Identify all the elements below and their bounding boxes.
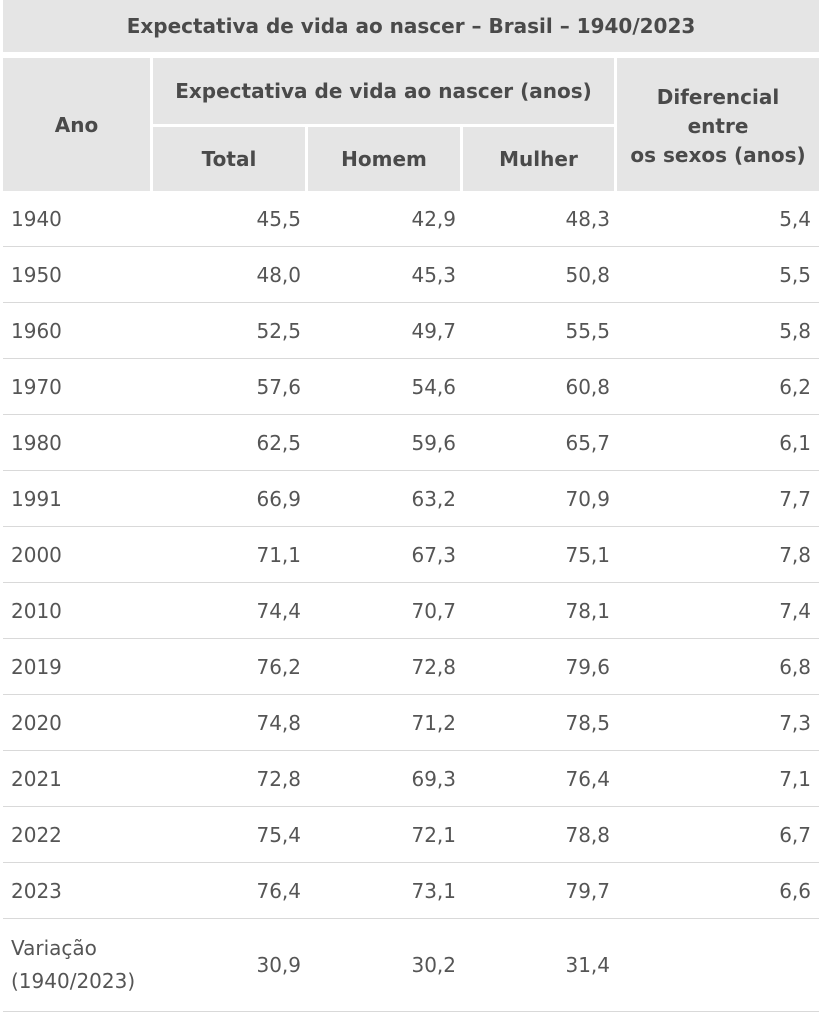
cell-variacao-homem: 30,2 xyxy=(411,953,456,977)
cell-diferencial: 7,1 xyxy=(779,766,811,791)
cell-mulher: 79,7 xyxy=(565,878,610,903)
cell-ano: 2019 xyxy=(11,654,62,679)
table-row-variacao: Variação (1940/2023) 30,9 30,2 31,4 xyxy=(3,919,819,1012)
cell-homem: 71,2 xyxy=(411,710,456,735)
cell-diferencial: 6,2 xyxy=(779,374,811,399)
table-row: 1970 57,6 54,6 60,8 6,2 xyxy=(3,359,819,415)
table-body: 1940 45,5 42,9 48,3 5,4 1950 48,0 45,3 50,8 5,5 19… xyxy=(3,191,819,1012)
cell-diferencial: 6,1 xyxy=(779,430,811,455)
cell-variacao-total: 30,9 xyxy=(256,953,301,977)
cell-ano: 2000 xyxy=(11,542,62,567)
cell-homem: 42,9 xyxy=(411,206,456,231)
header-ano: Ano xyxy=(3,58,150,191)
cell-variacao-label: Variação (1940/2023) xyxy=(11,919,151,1011)
cell-diferencial: 7,7 xyxy=(779,486,811,511)
cell-homem: 73,1 xyxy=(411,878,456,903)
cell-homem: 72,8 xyxy=(411,654,456,679)
variacao-label-line2: (1940/2023) xyxy=(11,969,136,993)
table-row: 1960 52,5 49,7 55,5 5,8 xyxy=(3,303,819,359)
header-group-expectativa: Expectativa de vida ao nascer (anos) xyxy=(153,58,614,124)
cell-total: 66,9 xyxy=(256,486,301,511)
cell-total: 57,6 xyxy=(256,374,301,399)
cell-homem: 69,3 xyxy=(411,766,456,791)
cell-ano: 2022 xyxy=(11,822,62,847)
cell-total: 74,8 xyxy=(256,710,301,735)
cell-mulher: 78,1 xyxy=(565,598,610,623)
cell-diferencial: 6,7 xyxy=(779,822,811,847)
cell-ano: 1940 xyxy=(11,206,62,231)
cell-total: 74,4 xyxy=(256,598,301,623)
cell-mulher: 60,8 xyxy=(565,374,610,399)
cell-homem: 54,6 xyxy=(411,374,456,399)
table-row: 2023 76,4 73,1 79,7 6,6 xyxy=(3,863,819,919)
cell-ano: 2023 xyxy=(11,878,62,903)
header-diferencial-line3: os sexos (anos) xyxy=(630,143,806,167)
cell-total: 76,2 xyxy=(256,654,301,679)
cell-homem: 49,7 xyxy=(411,318,456,343)
cell-total: 72,8 xyxy=(256,766,301,791)
cell-total: 76,4 xyxy=(256,878,301,903)
cell-homem: 63,2 xyxy=(411,486,456,511)
table-row: 2022 75,4 72,1 78,8 6,7 xyxy=(3,807,819,863)
cell-mulher: 79,6 xyxy=(565,654,610,679)
header-diferencial-line2: entre xyxy=(687,114,749,138)
table-row: 2021 72,8 69,3 76,4 7,1 xyxy=(3,751,819,807)
cell-diferencial: 5,5 xyxy=(779,262,811,287)
cell-mulher: 78,8 xyxy=(565,822,610,847)
table-title: Expectativa de vida ao nascer – Brasil –… xyxy=(3,0,819,52)
cell-homem: 67,3 xyxy=(411,542,456,567)
cell-ano: 1960 xyxy=(11,318,62,343)
cell-ano: 1970 xyxy=(11,374,62,399)
cell-total: 45,5 xyxy=(256,206,301,231)
variacao-label-line1: Variação xyxy=(11,936,97,960)
cell-diferencial: 5,8 xyxy=(779,318,811,343)
table-row: 1991 66,9 63,2 70,9 7,7 xyxy=(3,471,819,527)
cell-ano: 2010 xyxy=(11,598,62,623)
cell-mulher: 70,9 xyxy=(565,486,610,511)
header-diferencial: Diferencial entre os sexos (anos) xyxy=(617,58,819,191)
cell-diferencial: 6,6 xyxy=(779,878,811,903)
table-row: 1940 45,5 42,9 48,3 5,4 xyxy=(3,191,819,247)
cell-mulher: 50,8 xyxy=(565,262,610,287)
table-row: 2019 76,2 72,8 79,6 6,8 xyxy=(3,639,819,695)
cell-mulher: 76,4 xyxy=(565,766,610,791)
table-row: 2020 74,8 71,2 78,5 7,3 xyxy=(3,695,819,751)
cell-homem: 70,7 xyxy=(411,598,456,623)
cell-mulher: 65,7 xyxy=(565,430,610,455)
cell-total: 52,5 xyxy=(256,318,301,343)
cell-ano: 2021 xyxy=(11,766,62,791)
cell-diferencial: 7,4 xyxy=(779,598,811,623)
cell-homem: 72,1 xyxy=(411,822,456,847)
table-row: 2000 71,1 67,3 75,1 7,8 xyxy=(3,527,819,583)
cell-diferencial: 7,8 xyxy=(779,542,811,567)
cell-homem: 45,3 xyxy=(411,262,456,287)
cell-variacao-mulher: 31,4 xyxy=(565,953,610,977)
table-row: 1950 48,0 45,3 50,8 5,5 xyxy=(3,247,819,303)
table-row: 1980 62,5 59,6 65,7 6,1 xyxy=(3,415,819,471)
cell-ano: 1950 xyxy=(11,262,62,287)
cell-ano: 1980 xyxy=(11,430,62,455)
cell-diferencial: 6,8 xyxy=(779,654,811,679)
cell-total: 48,0 xyxy=(256,262,301,287)
cell-mulher: 48,3 xyxy=(565,206,610,231)
cell-ano: 2020 xyxy=(11,710,62,735)
cell-ano: 1991 xyxy=(11,486,62,511)
cell-mulher: 75,1 xyxy=(565,542,610,567)
cell-diferencial: 5,4 xyxy=(779,206,811,231)
cell-diferencial: 7,3 xyxy=(779,710,811,735)
cell-total: 71,1 xyxy=(256,542,301,567)
cell-mulher: 55,5 xyxy=(565,318,610,343)
table-row: 2010 74,4 70,7 78,1 7,4 xyxy=(3,583,819,639)
cell-homem: 59,6 xyxy=(411,430,456,455)
cell-total: 75,4 xyxy=(256,822,301,847)
header-total: Total xyxy=(153,127,305,191)
cell-mulher: 78,5 xyxy=(565,710,610,735)
cell-total: 62,5 xyxy=(256,430,301,455)
header-diferencial-line1: Diferencial xyxy=(656,85,780,109)
header-mulher: Mulher xyxy=(463,127,614,191)
header-homem: Homem xyxy=(308,127,460,191)
